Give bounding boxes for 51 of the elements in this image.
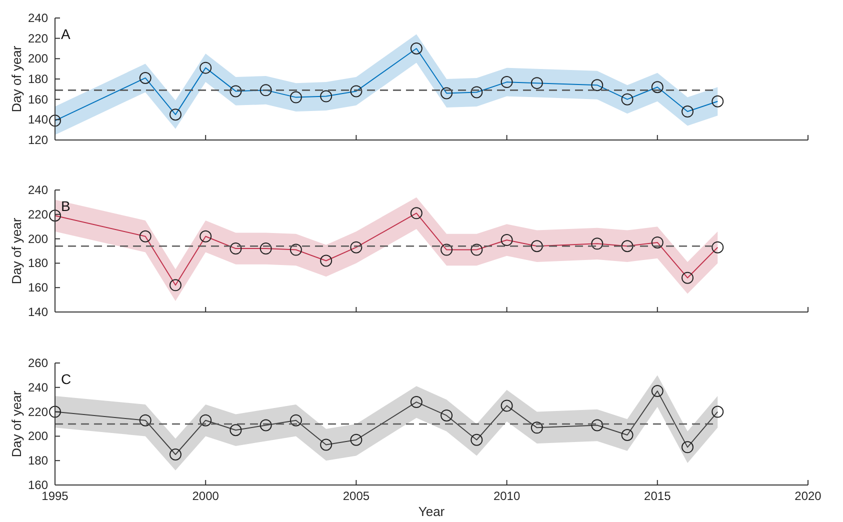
point: [410, 396, 422, 408]
y-tick-label: 220: [28, 31, 48, 46]
point: [320, 438, 332, 451]
y-tick-label: 160: [28, 280, 48, 295]
x-axis-title: Year: [418, 504, 446, 519]
annotation: B: [61, 198, 70, 214]
y-tick-label: 120: [28, 133, 48, 147]
point: [230, 424, 242, 436]
x-tick-label: 1995: [42, 489, 69, 503]
y-axis-title: Day of year: [9, 45, 24, 112]
y-tick-label: 240: [28, 11, 48, 25]
point: [290, 414, 302, 426]
x-tick-label: 2020: [794, 489, 822, 503]
point: [500, 400, 513, 412]
y-tick-label: 140: [28, 305, 48, 319]
annotation: A: [61, 26, 71, 42]
x-tick-label: 2015: [644, 489, 672, 503]
x-tick-label: 2010: [493, 489, 520, 503]
point: [591, 419, 604, 432]
y-tick-label: 180: [28, 256, 48, 270]
y-tick-label: 140: [28, 112, 48, 127]
point: [440, 409, 453, 422]
point: [651, 385, 664, 398]
point: [682, 441, 694, 454]
point: [621, 428, 634, 441]
y-axis-title: Day of year: [9, 390, 24, 458]
point: [49, 406, 61, 418]
y-tick-label: 180: [28, 454, 48, 468]
y-axis-title: Day of year: [9, 217, 24, 284]
y-tick-label: 260: [28, 356, 48, 370]
point: [350, 434, 362, 446]
y-tick-label: 200: [28, 429, 48, 444]
point: [169, 448, 182, 460]
y-tick-label: 220: [28, 404, 48, 419]
point: [470, 434, 483, 446]
x-tick-label: 2005: [342, 489, 370, 503]
point: [200, 414, 212, 426]
y-tick-label: 240: [28, 183, 48, 197]
point: [530, 422, 543, 434]
point: [712, 406, 724, 418]
y-tick-label: 160: [28, 478, 48, 492]
y-tick-label: 160: [28, 92, 48, 106]
y-tick-label: 200: [28, 232, 48, 246]
x-tick-label: 2000: [192, 489, 220, 503]
y-tick-label: 200: [28, 52, 48, 66]
point: [260, 419, 272, 432]
y-tick-label: 220: [28, 207, 48, 222]
y-tick-label: 180: [28, 72, 48, 86]
y-tick-label: 240: [28, 380, 48, 394]
point: [139, 414, 152, 426]
annotation: C: [61, 371, 72, 387]
